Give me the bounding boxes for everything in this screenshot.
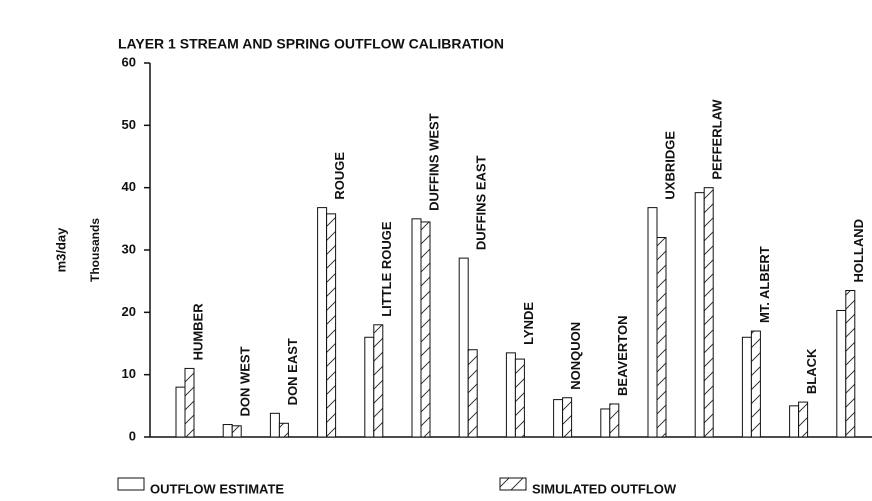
bar — [278, 422, 289, 438]
bar — [562, 397, 573, 438]
y-axis-label: m3/day — [53, 227, 68, 273]
category-label: DUFFINS WEST — [426, 113, 441, 211]
bar — [647, 207, 658, 438]
legend-label: SIMULATED OUTFLOW — [532, 481, 677, 496]
bar — [458, 257, 469, 438]
y-tick-label: 30 — [122, 241, 136, 256]
y-tick-label: 0 — [129, 428, 136, 443]
bar — [845, 290, 856, 438]
category-label: DON EAST — [285, 338, 300, 405]
y-tick-label: 50 — [122, 117, 136, 132]
bar — [741, 336, 752, 438]
category-label: UXBRIDGE — [662, 131, 677, 200]
bar — [553, 399, 564, 438]
bar — [600, 408, 611, 438]
bar — [514, 358, 525, 438]
category-label: NONQUON — [568, 322, 583, 390]
category-label: HOLLAND — [851, 219, 866, 283]
bar — [505, 352, 516, 438]
bar — [420, 221, 431, 438]
bar — [175, 386, 186, 438]
category-label: LITTLE ROUGE — [379, 221, 394, 317]
bar — [789, 405, 800, 438]
bar — [373, 324, 384, 438]
bar — [364, 336, 375, 438]
bar — [798, 401, 809, 438]
bar — [326, 213, 337, 438]
bar — [467, 349, 478, 438]
bar — [222, 424, 233, 438]
category-label: MT. ALBERT — [757, 246, 772, 323]
y-tick-label: 40 — [122, 179, 136, 194]
bar — [694, 192, 705, 438]
y-tick-label: 60 — [122, 54, 136, 69]
y-tick-label: 10 — [122, 366, 136, 381]
category-label: HUMBER — [190, 303, 205, 361]
legend-swatch — [499, 477, 527, 491]
bar — [656, 237, 667, 438]
legend-label: OUTFLOW ESTIMATE — [150, 481, 284, 496]
bar — [317, 207, 328, 438]
category-label: LYNDE — [521, 302, 536, 345]
category-label: ROUGE — [332, 152, 347, 200]
category-label: PEFFERLAW — [710, 99, 725, 180]
bar — [411, 218, 422, 438]
y-axis-unit: Thousands — [88, 218, 102, 282]
legend-swatch — [117, 477, 145, 491]
bar — [836, 309, 847, 438]
category-label: BEAVERTON — [615, 316, 630, 396]
category-label: BLACK — [804, 348, 819, 394]
bar — [184, 367, 195, 438]
y-tick-label: 20 — [122, 304, 136, 319]
category-label: DUFFINS EAST — [474, 155, 489, 250]
bar — [750, 330, 761, 438]
category-label: DON WEST — [238, 346, 253, 416]
bar — [703, 187, 714, 438]
bar — [269, 412, 280, 438]
bar — [231, 425, 242, 438]
chart-title: LAYER 1 STREAM AND SPRING OUTFLOW CALIBR… — [118, 36, 504, 52]
bar — [609, 403, 620, 438]
